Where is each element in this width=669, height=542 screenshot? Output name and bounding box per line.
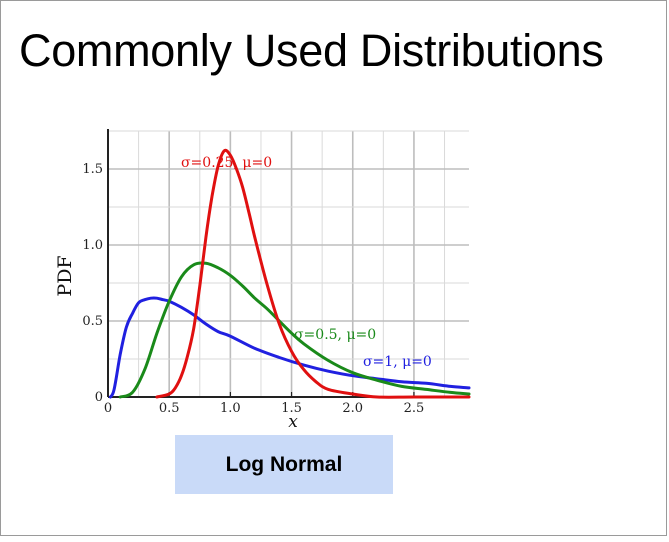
series-label-3: σ=0.25, μ=0 — [181, 155, 272, 171]
caption-box: Log Normal — [175, 435, 393, 494]
x-tick-label: 0 — [104, 401, 112, 416]
x-tick-label: 0.5 — [159, 401, 180, 416]
series-lines — [108, 148, 471, 399]
slide-title: Commonly Used Distributions — [19, 25, 604, 76]
series-label-1: σ=1, μ=0 — [363, 354, 432, 370]
x-tick-label: 1.5 — [281, 401, 302, 416]
y-tick-label: 1.5 — [82, 162, 103, 177]
y-tick-label: 1.0 — [82, 238, 103, 253]
series-line-3 — [155, 148, 471, 399]
tick-labels: 0 0.5 1.0 1.5 2.0 2.5 0 0.5 1.0 1.5 — [82, 162, 424, 416]
y-axis-title: PDF — [54, 255, 76, 296]
series-line-2 — [118, 261, 471, 399]
x-tick-label: 1.0 — [220, 401, 241, 416]
y-tick-label: 0.5 — [82, 314, 103, 329]
series-label-2: σ=0.5, μ=0 — [294, 327, 376, 343]
series-labels: σ=1, μ=0 σ=0.5, μ=0 σ=0.25, μ=0 — [181, 155, 432, 370]
y-tick-label: 0 — [95, 390, 103, 405]
x-tick-label: 2.5 — [404, 401, 425, 416]
caption-text: Log Normal — [225, 452, 343, 476]
x-tick-label: 2.0 — [342, 401, 363, 416]
x-axis-title: x — [288, 412, 298, 432]
grid — [108, 130, 469, 397]
